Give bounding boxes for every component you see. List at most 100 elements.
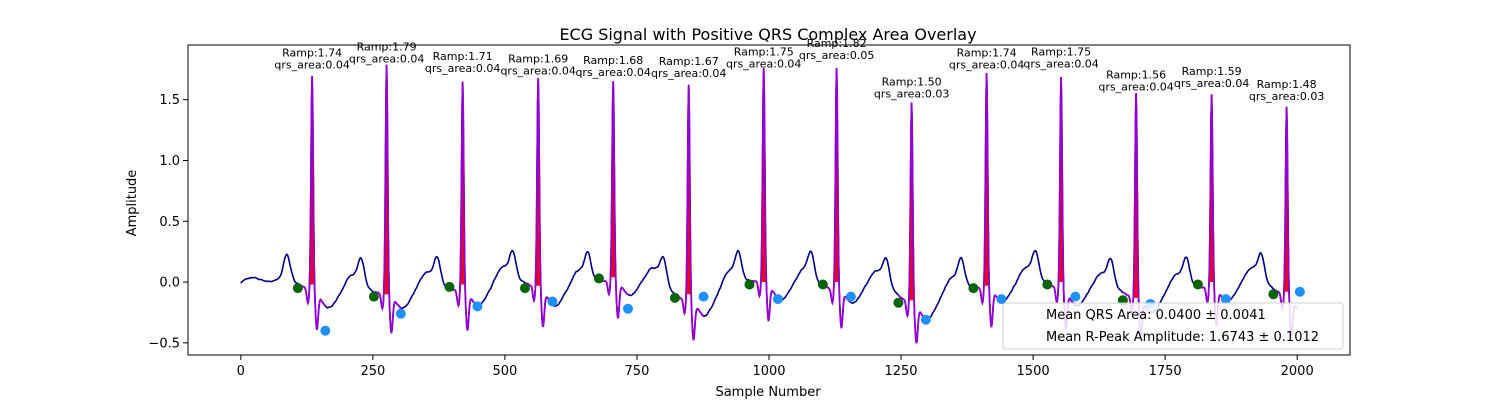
- qrs-area-label-2: qrs_area:0.04: [349, 52, 424, 65]
- qrs-onset-marker-14: [1268, 289, 1279, 300]
- x-tick-label: 1000: [752, 364, 785, 379]
- qrs-onset-marker-11: [1042, 279, 1053, 290]
- qrs-segment-4: [524, 78, 554, 328]
- qrs-offset-marker-14: [1294, 286, 1305, 297]
- qrs-area-label-5: qrs_area:0.04: [575, 66, 650, 79]
- r-amp-label-3: Ramp:1.71: [433, 50, 493, 63]
- r-amp-label-6: Ramp:1.67: [659, 55, 719, 68]
- qrs-offset-marker-2: [395, 308, 406, 319]
- qrs-offset-marker-9: [920, 314, 931, 325]
- r-amp-label-8: Ramp:1.82: [807, 37, 867, 50]
- qrs-onset-marker-9: [893, 297, 904, 308]
- qrs-segment-2: [373, 64, 402, 334]
- qrs-area-label-10: qrs_area:0.04: [949, 59, 1024, 72]
- plot-area: Ramp:1.74qrs_area:0.04Ramp:1.79qrs_area:…: [148, 37, 1351, 379]
- qrs-segment-9: [897, 102, 927, 344]
- y-tick-label: 0.0: [159, 276, 180, 291]
- r-amp-label-4: Ramp:1.69: [508, 53, 568, 66]
- qrs-onset-marker-3: [444, 281, 455, 292]
- r-amp-label-2: Ramp:1.79: [357, 40, 417, 53]
- qrs-onset-marker-7: [744, 279, 755, 290]
- qrs-offset-marker-6: [698, 291, 709, 302]
- qrs-area-fill-1: [308, 75, 316, 285]
- y-tick-label: 1.5: [159, 93, 180, 108]
- qrs-onset-marker-6: [669, 292, 680, 303]
- r-amp-label-12: Ramp:1.56: [1106, 68, 1166, 81]
- x-tick-label: 1750: [1149, 364, 1182, 379]
- qrs-onset-marker-1: [292, 283, 303, 294]
- qrs-offset-marker-3: [472, 301, 483, 312]
- qrs-onset-marker-10: [968, 283, 979, 294]
- x-tick-label: 1250: [884, 364, 917, 379]
- qrs-offset-marker-10: [996, 294, 1007, 305]
- qrs-area-label-6: qrs_area:0.04: [651, 67, 726, 80]
- qrs-onset-marker-8: [817, 279, 828, 290]
- qrs-onset-marker-13: [1192, 279, 1203, 290]
- legend-entry-r-peak-amplitude: Mean R-Peak Amplitude: 1.6743 ± 0.1012: [1046, 330, 1319, 345]
- qrs-area-fill-2: [382, 64, 391, 295]
- r-amp-label-1: Ramp:1.74: [282, 47, 342, 60]
- qrs-onset-marker-5: [593, 273, 604, 284]
- legend: Mean QRS Area: 0.0400 ± 0.0041 Mean R-Pe…: [1002, 302, 1344, 350]
- qrs-segment-6: [674, 84, 705, 341]
- qrs-segment-3: [449, 81, 478, 331]
- r-amp-label-7: Ramp:1.75: [734, 45, 794, 58]
- qrs-area-fill-3: [458, 81, 467, 285]
- r-amp-label-5: Ramp:1.68: [583, 54, 643, 67]
- chart-title: ECG Signal with Positive QRS Complex Are…: [559, 25, 976, 44]
- r-amp-label-14: Ramp:1.48: [1257, 78, 1317, 91]
- x-tick-label: 500: [492, 364, 517, 379]
- qrs-area-fill-13: [1207, 94, 1216, 283]
- qrs-area-fill-14: [1282, 106, 1291, 292]
- legend-box: [1002, 302, 1344, 350]
- qrs-onset-marker-4: [519, 283, 530, 294]
- y-tick-label: 1.0: [159, 154, 180, 169]
- qrs-area-label-8: qrs_area:0.05: [799, 49, 874, 62]
- qrs-area-label-11: qrs_area:0.04: [1023, 57, 1098, 70]
- qrs-area-fill-7: [760, 68, 768, 283]
- qrs-segment-7: [749, 68, 779, 322]
- x-axis-label: Sample Number: [715, 385, 821, 400]
- x-tick-label: 0: [237, 364, 245, 379]
- qrs-onset-marker-2: [368, 291, 379, 302]
- qrs-area-fill-4: [534, 78, 542, 286]
- qrs-segment-14: [1272, 106, 1298, 337]
- qrs-area-fill-9: [907, 102, 916, 301]
- qrs-segment-13: [1197, 94, 1226, 327]
- qrs-area-label-1: qrs_area:0.04: [274, 59, 349, 72]
- qrs-area-label-13: qrs_area:0.04: [1174, 77, 1249, 90]
- qrs-offset-marker-7: [772, 294, 783, 305]
- qrs-area-label-4: qrs_area:0.04: [500, 65, 575, 78]
- qrs-area-fill-8: [832, 68, 841, 283]
- qrs-area-label-7: qrs_area:0.04: [726, 57, 801, 70]
- r-amp-label-10: Ramp:1.74: [957, 47, 1017, 60]
- y-tick-label: 0.5: [159, 215, 180, 230]
- qrs-area-label-9: qrs_area:0.03: [874, 88, 949, 101]
- r-amp-label-13: Ramp:1.59: [1182, 65, 1242, 78]
- r-amp-label-11: Ramp:1.75: [1031, 45, 1091, 58]
- x-tick-label: 750: [625, 364, 650, 379]
- y-axis-label: Amplitude: [125, 170, 140, 237]
- y-tick-label: −0.5: [148, 336, 180, 351]
- qrs-area-label-14: qrs_area:0.03: [1249, 90, 1324, 103]
- qrs-area-fill-5: [609, 81, 617, 278]
- qrs-offset-marker-8: [845, 291, 856, 302]
- x-tick-label: 2000: [1281, 364, 1314, 379]
- qrs-area-label-3: qrs_area:0.04: [425, 62, 500, 75]
- qrs-offset-marker-4: [547, 296, 558, 307]
- qrs-area-fill-12: [1132, 93, 1140, 298]
- x-tick-label: 250: [360, 364, 385, 379]
- qrs-offset-marker-13: [1220, 294, 1231, 305]
- qrs-area-fill-10: [982, 72, 991, 286]
- qrs-area-fill-6: [685, 84, 693, 295]
- r-amp-label-9: Ramp:1.50: [882, 76, 942, 89]
- qrs-area-label-12: qrs_area:0.04: [1098, 80, 1173, 93]
- qrs-offset-marker-11: [1070, 291, 1081, 302]
- legend-entry-qrs-area: Mean QRS Area: 0.0400 ± 0.0041: [1046, 308, 1266, 323]
- qrs-offset-marker-5: [622, 303, 633, 314]
- qrs-area-fill-11: [1057, 77, 1065, 283]
- qrs-segment-1: [297, 75, 327, 330]
- qrs-segment-5: [598, 81, 629, 319]
